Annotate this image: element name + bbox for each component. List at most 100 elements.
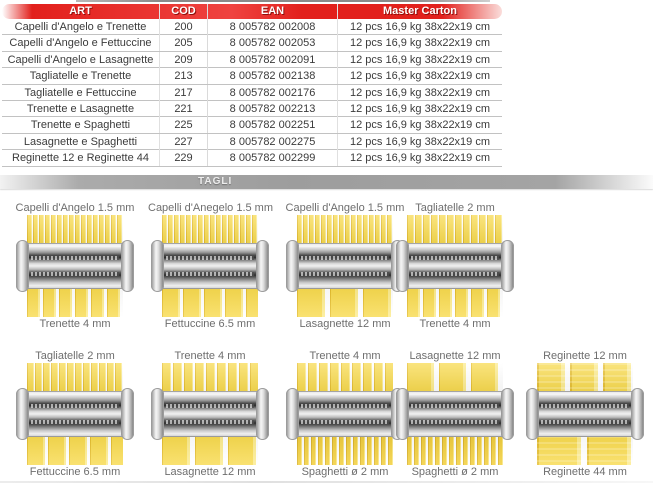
cell-ean: 8 005782 002275 (207, 133, 337, 150)
cutter-teeth (411, 419, 499, 424)
cell-art: Reginette 12 e Reginette 44 (12, 152, 149, 165)
cutter-teeth (166, 404, 254, 409)
pasta-cutter-illustration (16, 240, 134, 292)
table-row: Capelli d'Angelo e Lasagnette 209 8 0057… (2, 51, 502, 69)
pasta-strands-bottom (27, 436, 123, 465)
pasta-cutter-illustration (286, 240, 404, 292)
cell-carton: 12 pcs 16,9 kg 38x22x19 cm (337, 117, 502, 134)
cutter-end-cap-left (526, 388, 539, 440)
cutter-teeth (166, 256, 254, 261)
cell-carton: 12 pcs 16,9 kg 38x22x19 cm (337, 133, 502, 150)
pasta-cutter-illustration (151, 388, 269, 440)
cell-art: Capelli d'Angelo e Lasagnette (7, 53, 154, 66)
table-row: Tagliatelle e Fettuccine 217 8 005782 00… (2, 84, 502, 101)
cutter-teeth (31, 271, 119, 276)
pasta-strands-bottom (162, 436, 258, 465)
cutter-teeth (166, 419, 254, 424)
cell-ean: 8 005782 002299 (207, 150, 337, 167)
cutter-end-cap-right (501, 240, 514, 292)
cutter-end-cap-right (501, 388, 514, 440)
cutter-card: Tagliatelle 2 mm Fettuccine 6.5 mm (13, 349, 137, 479)
cell-art: Tagliatelle e Trenette (29, 70, 132, 83)
cutter-teeth (301, 271, 389, 276)
table-row: Trenette e Spaghetti 225 8 005782 002251… (2, 117, 502, 134)
cutter-end-cap-left (16, 240, 29, 292)
tagli-section-banner: TAGLI (0, 175, 653, 189)
cutter-bottom-label: Fettuccine 6.5 mm (164, 318, 256, 330)
pasta-strands-top (297, 215, 393, 244)
table-row: Capelli d'Angelo e Trenette 200 8 005782… (2, 19, 502, 36)
header-cell-cod: COD (159, 4, 207, 19)
cutter-teeth (411, 256, 499, 261)
cell-cod: 205 (159, 35, 207, 52)
cell-ean: 8 005782 002138 (207, 68, 337, 85)
pasta-cutter-illustration (526, 388, 644, 440)
pasta-strands-top (407, 215, 503, 244)
pasta-strands-bottom (297, 288, 393, 317)
cell-carton: 12 pcs 16,9 kg 38x22x19 cm (337, 51, 502, 68)
cutter-end-cap-right (121, 240, 134, 292)
pasta-strands-bottom (537, 436, 633, 465)
table-row: Tagliatelle e Trenette 213 8 005782 0021… (2, 68, 502, 85)
cutter-card: Capelli d'Anegelo 1.5 mm Fettuccine 6.5 … (148, 201, 274, 331)
pasta-cutter-illustration (151, 240, 269, 292)
cutter-top-label: Capelli d'Anegelo 1.5 mm (148, 202, 274, 214)
pasta-strands-top (162, 215, 258, 244)
cell-ean: 8 005782 002176 (207, 84, 337, 101)
cell-cod: 227 (159, 133, 207, 150)
table-row: Reginette 12 e Reginette 44 229 8 005782… (2, 150, 502, 167)
pasta-strands-top (297, 363, 393, 392)
cell-carton: 12 pcs 16,9 kg 38x22x19 cm (337, 68, 502, 85)
pasta-strands-top (27, 215, 123, 244)
cutter-end-cap-right (256, 388, 269, 440)
cutter-teeth (301, 404, 389, 409)
cutter-teeth (301, 419, 389, 424)
cutter-card: Lasagnette 12 mm Spaghetti ø 2 mm (393, 349, 517, 479)
pasta-strands-top (407, 363, 503, 392)
cell-carton: 12 pcs 16,9 kg 38x22x19 cm (337, 35, 502, 52)
pasta-cutter-illustration (396, 388, 514, 440)
cell-cod: 229 (159, 150, 207, 167)
cell-cod: 209 (159, 51, 207, 68)
cutter-top-label: Tagliatelle 2 mm (415, 202, 495, 214)
cutter-end-cap-right (256, 240, 269, 292)
header-cell-ean: EAN (207, 4, 337, 19)
cutter-teeth (411, 271, 499, 276)
tagli-banner-label: TAGLI (198, 176, 233, 187)
pasta-strands-top (537, 363, 633, 392)
table-row: Lasagnette e Spaghetti 227 8 005782 0022… (2, 133, 502, 151)
cell-carton: 12 pcs 16,9 kg 38x22x19 cm (337, 150, 502, 167)
bottom-divider (0, 481, 653, 483)
top-divider (76, 0, 490, 2)
product-spec-table: ART COD EAN Master Carton Capelli d'Ange… (2, 4, 502, 167)
pasta-cutter-illustration (286, 388, 404, 440)
cutter-bottom-label: Lasagnette 12 mm (299, 318, 391, 330)
cell-art: Tagliatelle e Fettuccine (24, 86, 137, 99)
cutter-bottom-label: Fettuccine 6.5 mm (29, 466, 121, 478)
header-cell-carton: Master Carton (337, 4, 502, 19)
cutter-end-cap-left (396, 388, 409, 440)
cutter-end-cap-left (286, 240, 299, 292)
cutter-bottom-label: Reginette 44 mm (543, 466, 627, 478)
pasta-cutter-illustration (396, 240, 514, 292)
cutter-teeth (31, 404, 119, 409)
header-red-bar (2, 4, 502, 19)
pasta-strands-bottom (162, 288, 258, 317)
cutter-top-label: Capelli d'Angelo 1.5 mm (15, 202, 135, 214)
cutter-bottom-label: Trenette 4 mm (39, 318, 111, 330)
pasta-strands-bottom (27, 288, 123, 317)
table-header-row: ART COD EAN Master Carton (2, 4, 502, 19)
cell-cod: 225 (159, 117, 207, 134)
cutter-top-label: Tagliatelle 2 mm (35, 350, 115, 362)
table-row: Trenette e Lasagnette 221 8 005782 00221… (2, 100, 502, 118)
header-cell-art: ART (69, 5, 92, 17)
cutter-teeth (541, 419, 629, 424)
cell-art: Trenette e Lasagnette (26, 102, 135, 115)
pasta-strands-top (27, 363, 123, 392)
cutter-bottom-label: Trenette 4 mm (419, 318, 491, 330)
cell-carton: 12 pcs 16,9 kg 38x22x19 cm (337, 100, 502, 117)
cutter-teeth (31, 419, 119, 424)
cell-ean: 8 005782 002251 (207, 117, 337, 134)
cutter-teeth (31, 256, 119, 261)
